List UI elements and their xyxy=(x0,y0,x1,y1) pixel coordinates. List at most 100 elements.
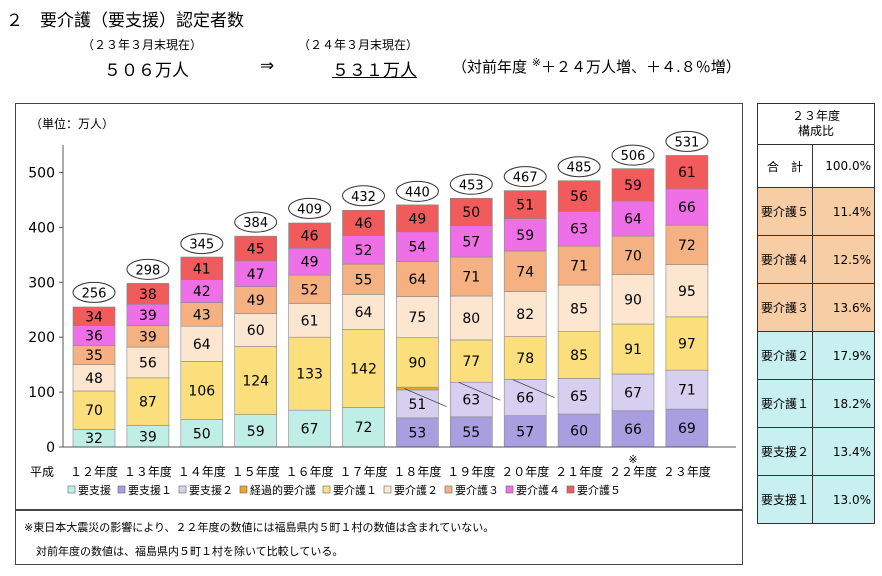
year-over-year-change: （対前年度 ※＋２４万人増、＋４.８％増） xyxy=(452,56,741,77)
x-tick-label: １４年度 xyxy=(178,464,226,479)
bar-segment xyxy=(288,247,331,276)
current-date-label: （２４年３月末現在） xyxy=(298,38,419,52)
data-label: 36 xyxy=(85,329,103,345)
data-label: 64 xyxy=(624,212,642,228)
legend-swatch xyxy=(117,485,126,494)
data-label: 51 xyxy=(516,198,534,214)
data-label: 53 xyxy=(408,425,426,441)
ratio-row-value: 13.0% xyxy=(812,475,876,524)
x-tick-label: １３年度 xyxy=(124,464,172,479)
bar-segment xyxy=(126,377,170,426)
x-tick-label: ２２年度 xyxy=(609,464,657,479)
total-bubble xyxy=(342,185,385,207)
data-label: 63 xyxy=(570,222,588,238)
data-label: 106 xyxy=(188,383,215,399)
ratio-table-row: 要支援１ 13.0% xyxy=(756,475,876,524)
data-label: 49 xyxy=(301,255,319,271)
ratio-table-row: 要介護５ 11.4% xyxy=(756,187,876,236)
bar-segment xyxy=(503,415,547,448)
legend-swatch xyxy=(239,485,248,494)
data-label: 55 xyxy=(462,425,480,441)
ratio-row-label: 合 計 xyxy=(756,144,814,188)
bar-segment xyxy=(396,261,439,297)
total-label: 467 xyxy=(513,171,538,186)
x-tick-label: １８年度 xyxy=(393,464,441,479)
bar-segment xyxy=(449,197,493,227)
data-label: 95 xyxy=(678,284,696,300)
bar-segment xyxy=(503,218,547,252)
total-bubble xyxy=(557,156,601,178)
bar-segment xyxy=(557,378,601,415)
x-tick-label: ２３年度 xyxy=(663,464,711,479)
data-label: 47 xyxy=(247,267,265,283)
data-label: 90 xyxy=(408,355,426,371)
data-label: 39 xyxy=(139,429,157,445)
bar-segment xyxy=(72,364,116,392)
legend-swatch xyxy=(566,485,575,494)
legend-swatch xyxy=(67,485,76,494)
data-label: 65 xyxy=(570,389,588,405)
bar-segment xyxy=(396,296,439,339)
total-bubble xyxy=(234,211,278,233)
bar-segment xyxy=(72,306,116,326)
ratio-row-label: 要介護３ xyxy=(756,283,814,332)
data-label: 70 xyxy=(85,403,103,419)
y-tick-label: 0 xyxy=(46,440,55,456)
bar-segment xyxy=(665,369,709,410)
total-bubble xyxy=(288,197,332,219)
data-label: 85 xyxy=(570,348,588,364)
data-label: 77 xyxy=(462,354,480,370)
data-label: 55 xyxy=(355,272,373,288)
data-label: 60 xyxy=(247,323,265,339)
bar-segment xyxy=(288,274,331,304)
legend-swatch xyxy=(444,485,453,494)
data-label: 41 xyxy=(193,261,211,277)
data-label: 64 xyxy=(355,305,373,321)
total-label: 409 xyxy=(297,202,322,217)
bar-segment xyxy=(288,222,331,249)
bar-segment xyxy=(665,264,709,318)
data-label: 87 xyxy=(139,395,157,411)
data-label: 74 xyxy=(516,264,534,280)
data-label: 39 xyxy=(139,308,157,324)
bar-segment xyxy=(665,155,709,190)
data-label: 59 xyxy=(247,424,265,440)
ratio-table-row: 要介護４ 12.5% xyxy=(756,235,876,284)
chart-frame: （単位：万人） 0 100 200 300 400 500 32 70 48 35 36 34 256 １２… xyxy=(15,103,743,510)
bar-segment xyxy=(611,274,655,325)
total-label: 531 xyxy=(674,135,699,150)
data-label: 64 xyxy=(408,272,426,288)
data-label: 42 xyxy=(193,284,211,300)
y-tick-label: 300 xyxy=(28,275,55,291)
legend-swatch xyxy=(322,485,331,494)
bar-segment xyxy=(342,407,385,448)
data-label: 43 xyxy=(193,307,211,323)
bar-segment xyxy=(342,263,385,295)
total-bubble xyxy=(395,180,439,202)
legend-label: 経過的要介護 xyxy=(250,483,316,497)
data-label: 49 xyxy=(408,211,426,227)
data-label: 35 xyxy=(85,348,103,364)
data-label: 69 xyxy=(678,421,696,437)
bar-segment xyxy=(288,336,331,411)
total-bubble xyxy=(665,130,709,152)
data-label: 56 xyxy=(139,355,157,371)
data-label: 56 xyxy=(570,189,588,205)
note-line-1: ※東日本大震災の影響により、２２年度の数値には福島県内５町１村の数値は含まれてい… xyxy=(24,521,495,534)
bar-segment xyxy=(557,245,601,286)
data-label: 50 xyxy=(193,426,211,442)
data-label: 49 xyxy=(247,293,265,309)
data-label: 91 xyxy=(624,342,642,358)
data-label: 85 xyxy=(570,301,588,317)
y-tick-label: 200 xyxy=(28,330,55,346)
bar-segment xyxy=(557,284,601,332)
total-label: 453 xyxy=(459,178,484,193)
bar-segment xyxy=(180,256,224,280)
data-label: 63 xyxy=(462,393,480,409)
data-label: 67 xyxy=(624,385,642,401)
bar-segment xyxy=(557,180,601,212)
bar-segment xyxy=(396,204,439,233)
data-label: 34 xyxy=(85,309,103,325)
bar-segment xyxy=(180,361,224,420)
era-label: 平成 xyxy=(30,465,54,479)
